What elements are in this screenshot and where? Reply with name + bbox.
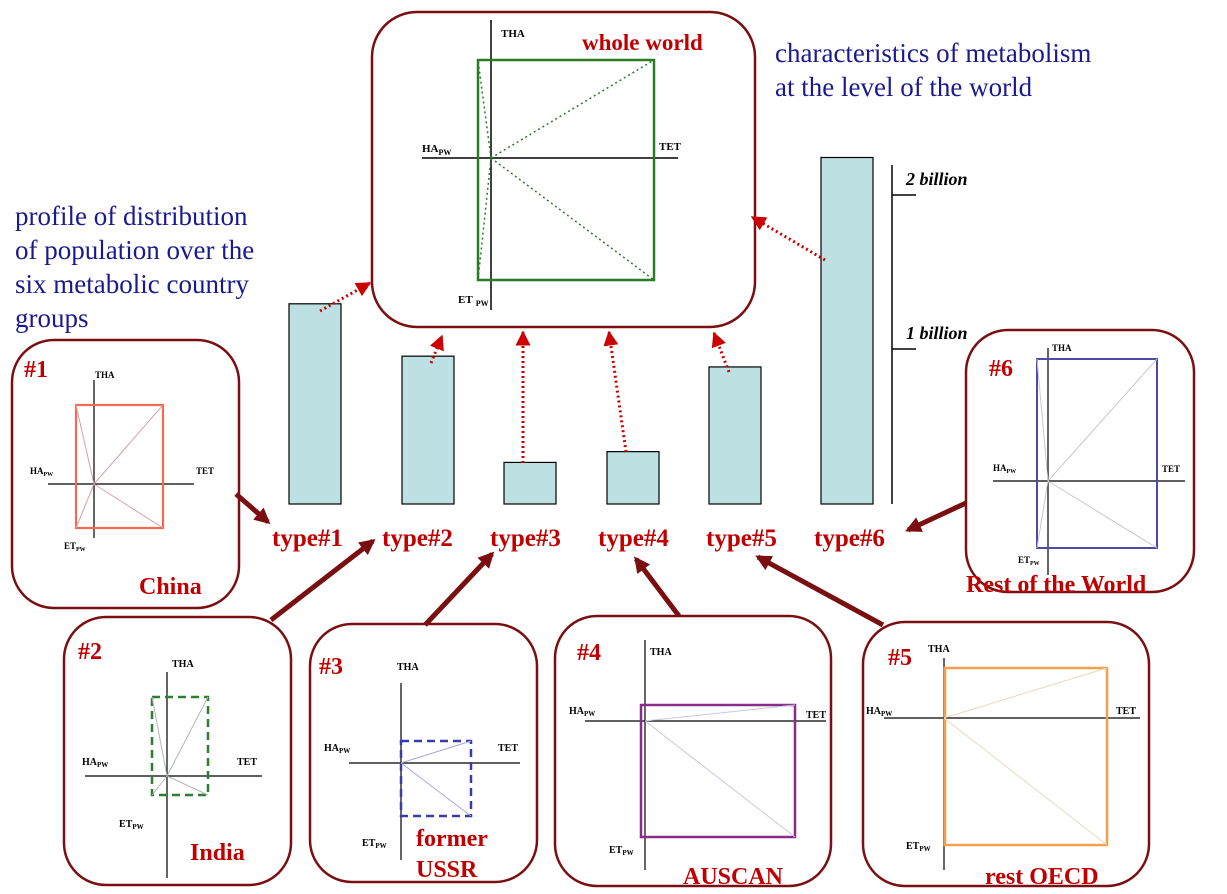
panel-to-type-arrows [234, 492, 968, 628]
bar-type-1 [288, 303, 342, 505]
world-tha-label: THA [501, 28, 525, 40]
auscan-tha-label: THA [650, 647, 672, 658]
row-ha-label: HAPW [993, 463, 1016, 475]
ussr-et-label: ETPW [362, 838, 387, 850]
panel-ussr-frame [308, 622, 539, 884]
china-tha-label: THA [95, 370, 115, 380]
india-profile-rect [150, 695, 210, 797]
auscan-ha-label: HAPW [569, 706, 595, 718]
world-tet-label: TET [659, 141, 682, 153]
world-characteristics-note: characteristics of metabolism at the lev… [775, 36, 1091, 104]
bar-type-5 [708, 366, 762, 505]
panel-row-name: Rest of the World [966, 572, 1147, 598]
panel-ussr-name-line1: former [416, 826, 488, 852]
auscan-et-label: ETPW [609, 845, 634, 857]
type-label-2: type#2 [382, 525, 453, 552]
oecd-tha-label: THA [928, 644, 950, 655]
scale-label-1-billion: 1 billion [906, 323, 968, 343]
panel-india-frame [62, 615, 293, 887]
arrow-oecd [755, 554, 885, 628]
row-tet-label: TET [1162, 464, 1180, 474]
world-ha-label: HAPW [422, 143, 451, 157]
profile-note-line4: groups [15, 303, 89, 333]
ussr-profile-rect [399, 739, 473, 818]
india-tha-label: THA [172, 659, 194, 670]
india-ha-label: HAPW [82, 757, 108, 769]
panel-rest-oecd: THA TET HAPW ETPW #5 rest OECD [861, 620, 1151, 890]
type-label-4: type#4 [598, 525, 669, 552]
row-et-label: ETPW [1018, 555, 1040, 567]
world-note-line1: characteristics of metabolism [775, 38, 1092, 68]
panel-auscan-number: #4 [577, 640, 601, 666]
arrow-auscan [634, 556, 681, 618]
china-et-label: ETPW [64, 541, 86, 553]
panel-china-frame [10, 338, 241, 610]
profile-note-line2: of population over the [15, 235, 255, 265]
panel-india: THA TET HAPW ETPW #2 India [62, 615, 293, 887]
arrow-ussr [423, 551, 495, 627]
panel-india-name: India [190, 840, 245, 866]
panel-ussr-number: #3 [319, 654, 343, 680]
ussr-tet-label: TET [498, 743, 518, 754]
type-label-6: type#6 [814, 525, 885, 552]
type-labels: type#1 type#2 type#3 type#4 type#5 type#… [272, 525, 885, 552]
auscan-profile-rect [639, 703, 797, 839]
ussr-tha-label: THA [397, 662, 419, 673]
panel-ussr: THA TET HAPW ETPW #3 former USSR [308, 622, 539, 884]
whole-world-frame [370, 10, 757, 329]
oecd-et-label: ETPW [906, 841, 931, 853]
india-et-label: ETPW [119, 819, 144, 831]
profile-note-line3: six metabolic country [15, 269, 249, 299]
panel-ussr-name-line2: USSR [416, 857, 478, 883]
population-bars [288, 156, 874, 505]
panel-auscan-frame [553, 614, 833, 888]
type-label-3: type#3 [490, 525, 561, 552]
panel-oecd-number: #5 [888, 645, 912, 671]
ussr-ha-label: HAPW [324, 743, 350, 755]
bar-to-world-arrows [319, 215, 826, 463]
bar-type-3 [503, 461, 557, 505]
arrow-india [269, 539, 376, 622]
bar-type-6 [820, 156, 874, 505]
profile-note-line1: profile of distribution [15, 201, 248, 231]
auscan-tet-label: TET [806, 710, 826, 721]
oecd-profile-rect [943, 666, 1109, 847]
bar-type-2 [401, 355, 455, 505]
panel-auscan-name: AUSCAN [683, 864, 784, 890]
panel-china-number: #1 [24, 357, 48, 383]
oecd-ha-label: HAPW [866, 706, 892, 718]
panel-row-frame [964, 328, 1196, 594]
world-et-label: ET PW [458, 294, 489, 308]
china-tet-label: TET [196, 466, 214, 476]
type-label-1: type#1 [272, 525, 343, 552]
row-tha-label: THA [1052, 343, 1072, 353]
panel-oecd-name: rest OECD [985, 864, 1099, 890]
whole-world-title: whole world [582, 30, 703, 55]
whole-world-panel: THA TET HAPW ET PW whole world [370, 10, 757, 329]
world-note-line2: at the level of the world [775, 72, 1033, 102]
india-tet-label: TET [237, 757, 257, 768]
arrow-row [905, 500, 968, 533]
panel-auscan: THA TET HAPW ETPW #4 AUSCAN [553, 614, 833, 890]
panel-oecd-frame [861, 620, 1151, 888]
panel-india-number: #2 [78, 639, 102, 665]
panel-china-name: China [139, 574, 202, 600]
china-ha-label: HAPW [30, 466, 53, 478]
row-profile-rect [1036, 358, 1158, 549]
bar-type-4 [606, 451, 660, 505]
profile-note: profile of distribution of population ov… [15, 199, 254, 335]
arrow-china [234, 492, 271, 525]
world-profile-rect [476, 58, 656, 282]
panel-china: THA TET HAPW ETPW #1 China [10, 338, 241, 610]
world-diagonals [477, 59, 655, 281]
panel-rest-of-world: THA TET HAPW ETPW #6 Rest of the World [964, 328, 1196, 598]
panel-row-number: #6 [989, 356, 1013, 382]
type-label-5: type#5 [706, 525, 777, 552]
china-profile-rect [74, 403, 165, 530]
scale-label-2-billion: 2 billion [905, 169, 968, 189]
oecd-tet-label: TET [1116, 706, 1136, 717]
